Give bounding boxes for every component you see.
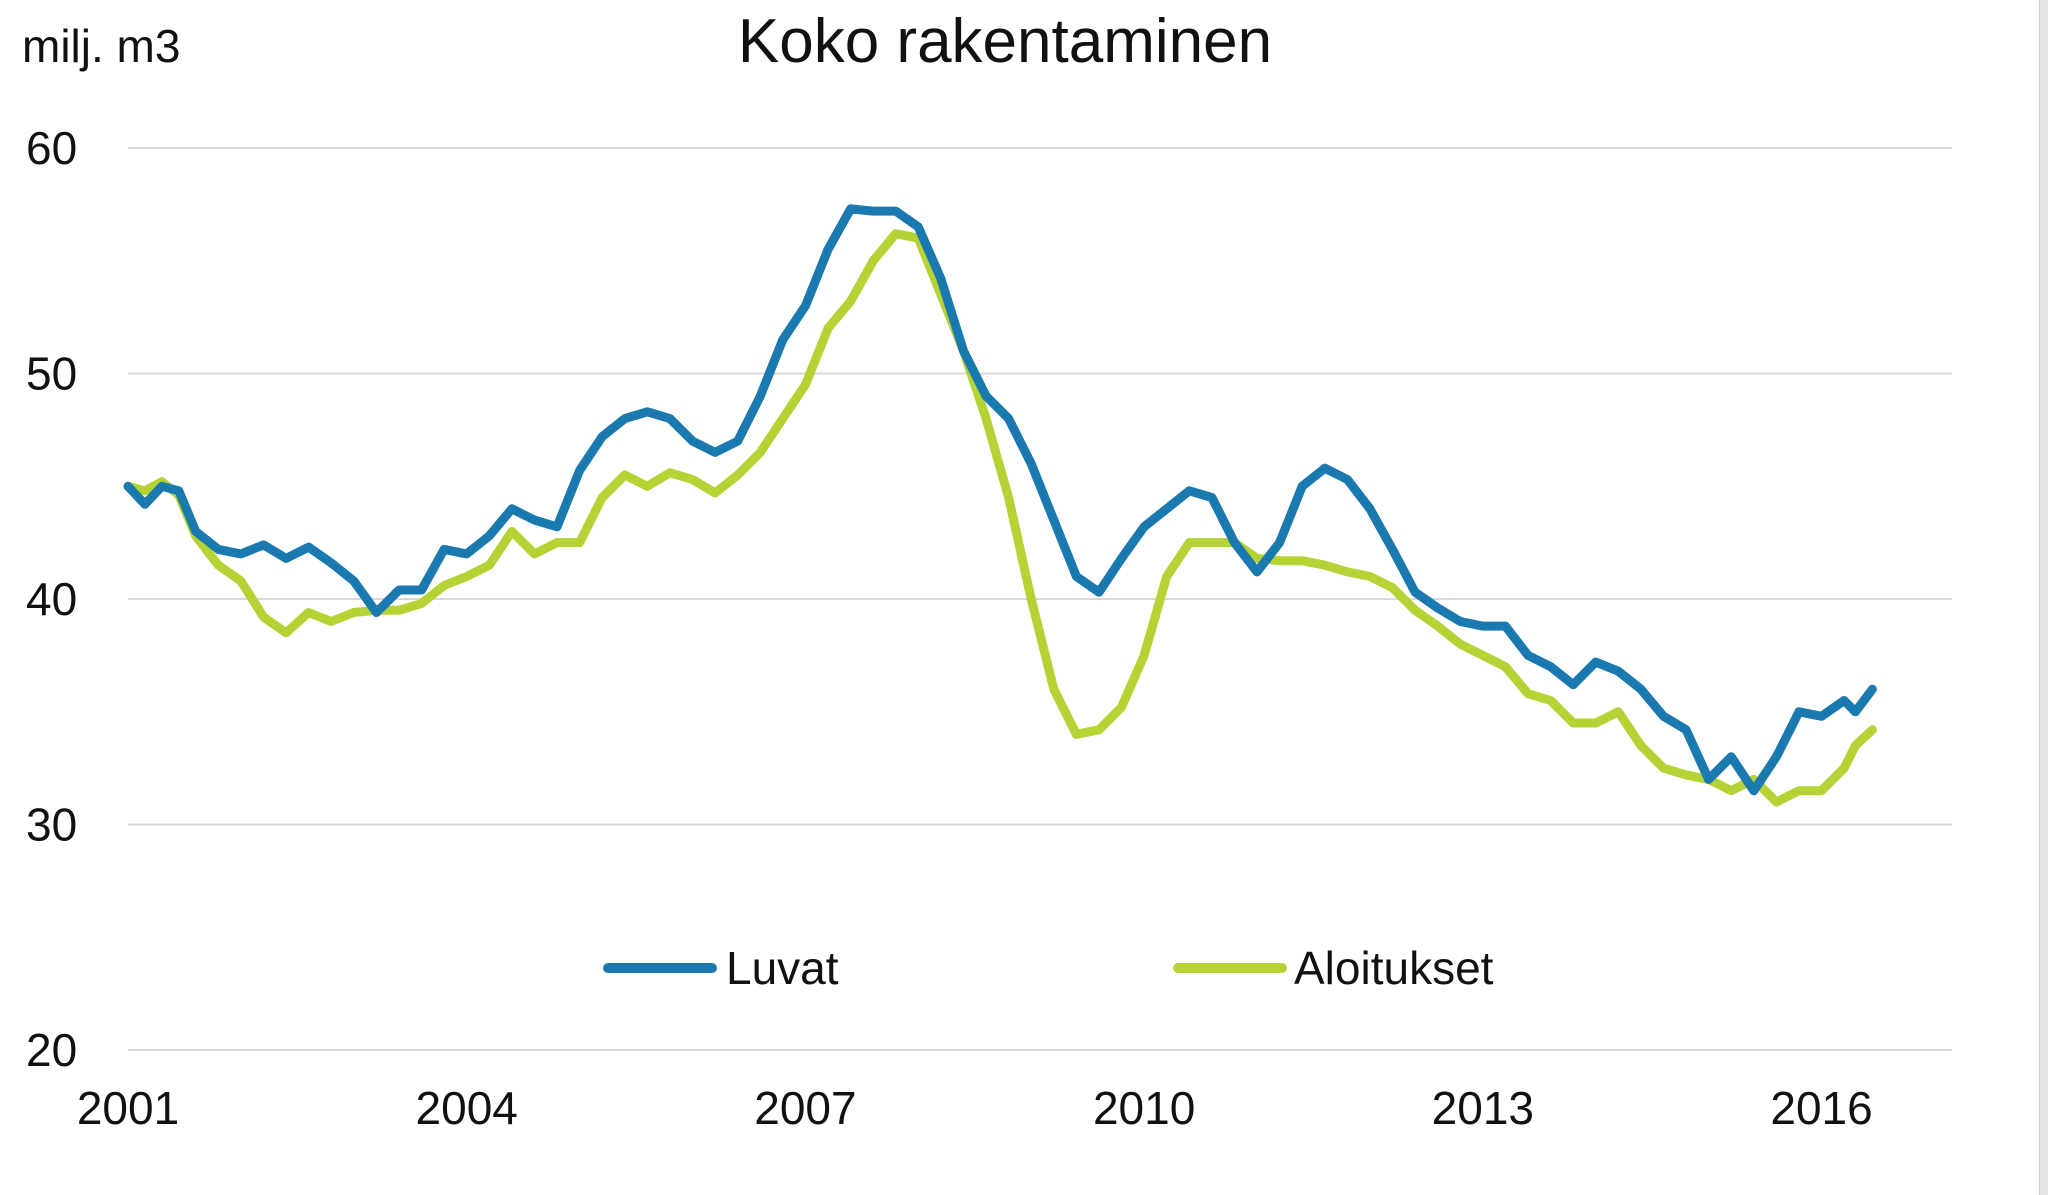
x-tick-label: 2010 (1093, 1082, 1195, 1134)
y-tick-label: 20 (26, 1024, 77, 1076)
gridlines (128, 147, 1952, 1051)
x-axis-ticks: 2001 2004 2007 2010 2013 2016 (77, 1082, 1873, 1134)
y-tick-label: 60 (26, 122, 77, 174)
y-tick-label: 30 (26, 799, 77, 851)
x-tick-label: 2016 (1770, 1082, 1872, 1134)
series-line-luvat (123, 204, 1877, 796)
legend-label-luvat: Luvat (726, 942, 839, 994)
legend-label-aloitukset: Aloitukset (1294, 942, 1494, 994)
y-tick-label: 50 (26, 348, 77, 400)
x-tick-label: 2001 (77, 1082, 179, 1134)
y-tick-label: 40 (26, 573, 77, 625)
chart-title: Koko rakentaminen (738, 7, 1272, 76)
series-lines (123, 204, 1877, 807)
legend: Luvat Aloitukset (603, 942, 1494, 994)
x-tick-label: 2007 (754, 1082, 856, 1134)
y-axis-ticks: 20 30 40 50 60 (26, 122, 77, 1076)
series-line-aloitukset (123, 229, 1877, 807)
x-tick-label: 2004 (416, 1082, 518, 1134)
x-tick-label: 2013 (1432, 1082, 1534, 1134)
window-edge (2039, 0, 2048, 1195)
y-axis-unit-label: milj. m3 (22, 20, 180, 72)
